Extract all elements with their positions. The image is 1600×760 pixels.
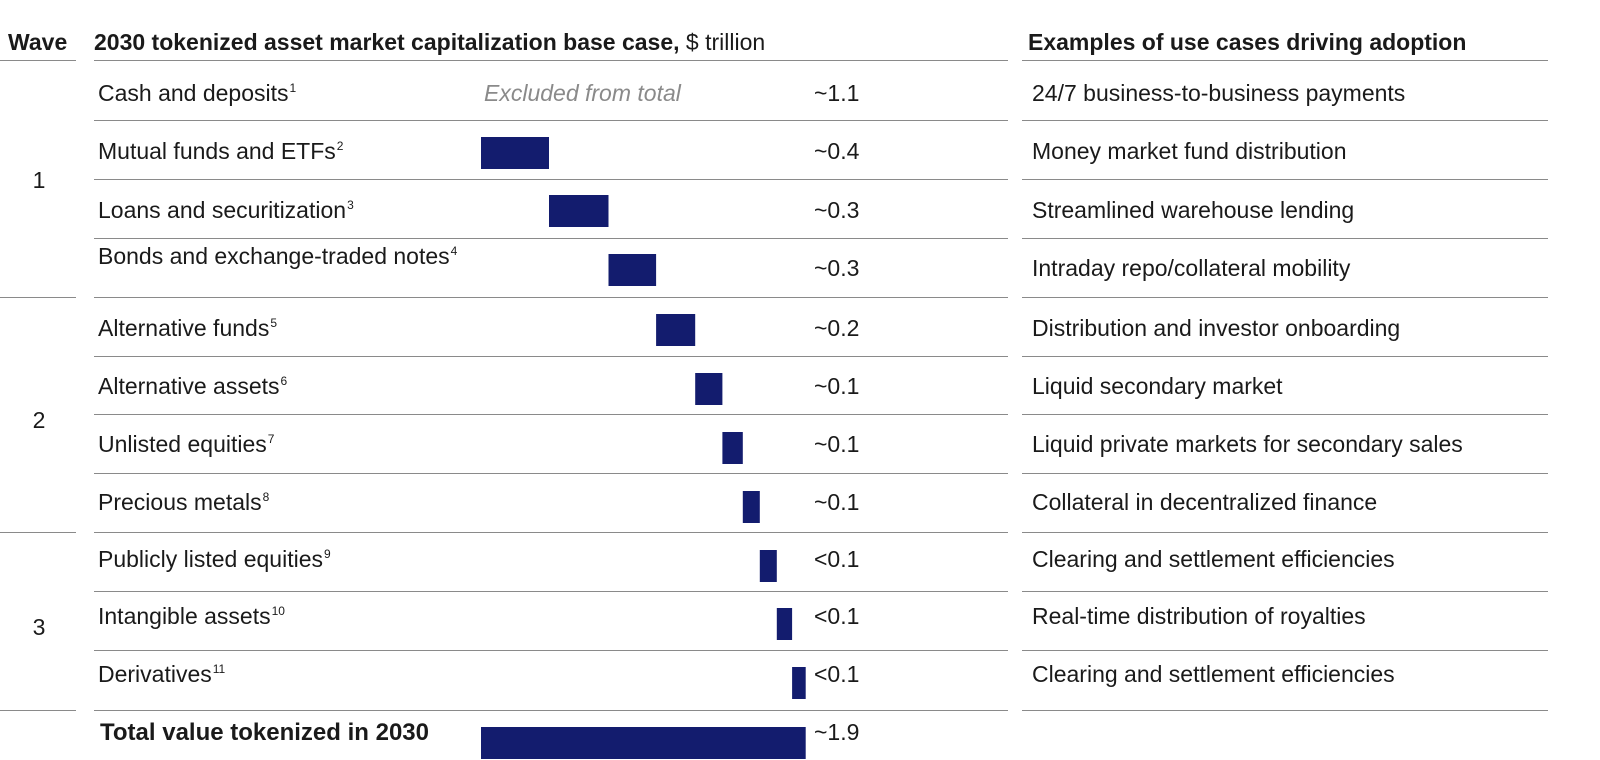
bar-alternative-assets	[695, 373, 723, 405]
use-case-divider	[1022, 297, 1548, 298]
chart-title-unit: $ trillion	[685, 29, 766, 55]
use-case: Liquid private markets for secondary sal…	[1032, 431, 1463, 457]
bar-loans-and-securitization	[549, 195, 609, 227]
value-label: ~1.1	[814, 80, 860, 106]
row-label-cash-deposits: Cash and deposits1	[98, 80, 297, 106]
wave-header: Wave	[8, 29, 68, 55]
value-label: <0.1	[814, 546, 860, 572]
row-divider	[94, 473, 1008, 474]
row-label-alt-assets: Alternative assets6	[98, 373, 288, 399]
use-case: Liquid secondary market	[1032, 373, 1283, 399]
wave-label-3: 3	[32, 614, 46, 640]
use-case-divider	[1022, 591, 1548, 592]
row-divider	[94, 179, 1008, 180]
row-divider	[94, 238, 1008, 239]
use-case-divider	[1022, 120, 1548, 121]
bar-derivatives	[792, 667, 806, 699]
use-case-divider	[1022, 710, 1548, 711]
wave-divider	[0, 532, 76, 533]
bar-publicly-listed-equities	[759, 550, 777, 582]
use-case-divider	[1022, 356, 1548, 357]
use-case: Clearing and settlement efficiencies	[1032, 546, 1395, 572]
value-label: <0.1	[814, 603, 860, 629]
use-case: Collateral in decentralized finance	[1032, 489, 1378, 515]
row-divider	[94, 532, 1008, 533]
bar-bonds-and-exchange-traded-notes	[608, 254, 657, 286]
use-cases-header: Examples of use cases driving adoption	[1028, 29, 1467, 55]
excluded-note: Excluded from total	[484, 80, 681, 106]
wave-label-2: 2	[32, 407, 46, 433]
use-case: Streamlined warehouse lending	[1032, 197, 1355, 223]
value-label: ~0.4	[814, 138, 860, 164]
value-label: ~0.3	[814, 255, 860, 281]
wave-divider	[0, 60, 76, 61]
value-label: ~0.2	[814, 315, 860, 341]
wave-label-1: 1	[32, 167, 46, 193]
use-case-divider	[1022, 179, 1548, 180]
use-case-divider	[1022, 238, 1548, 239]
use-case-divider	[1022, 473, 1548, 474]
row-label-intangible-assets: Intangible assets10	[98, 603, 285, 629]
row-divider	[94, 591, 1008, 592]
total-value: ~1.9	[814, 719, 860, 745]
value-label: ~0.3	[814, 197, 860, 223]
wave-divider	[0, 710, 76, 711]
chart-title-bold: 2030 tokenized asset market capitalizati…	[94, 29, 680, 55]
row-label-mutual-funds: Mutual funds and ETFs2	[98, 138, 344, 164]
use-case: Real-time distribution of royalties	[1032, 603, 1366, 629]
use-case: 24/7 business-to-business payments	[1032, 80, 1406, 106]
row-divider	[94, 356, 1008, 357]
value-label: ~0.1	[814, 489, 860, 515]
wave-divider	[0, 297, 76, 298]
bar-precious-metals	[742, 491, 760, 523]
value-label: <0.1	[814, 661, 860, 687]
total-label: Total value tokenized in 2030	[100, 719, 429, 746]
bar-alternative-funds	[656, 314, 696, 346]
use-case-divider	[1022, 414, 1548, 415]
row-label-unlisted-equities: Unlisted equities7	[98, 431, 275, 457]
row-divider	[94, 297, 1008, 298]
use-case: Money market fund distribution	[1032, 138, 1347, 164]
bar-total	[481, 727, 806, 759]
row-divider	[94, 414, 1008, 415]
row-label-derivatives: Derivatives11	[98, 661, 226, 687]
row-label-precious-metals: Precious metals8	[98, 489, 270, 515]
row-label-bonds: Bonds and exchange-traded notes4	[98, 243, 458, 269]
use-case-divider	[1022, 532, 1548, 533]
row-divider	[94, 710, 1008, 711]
use-case: Clearing and settlement efficiencies	[1032, 661, 1395, 687]
chart-title: 2030 tokenized asset market capitalizati…	[94, 29, 765, 56]
row-divider	[94, 650, 1008, 651]
bar-mutual-funds-and-etfs	[481, 137, 549, 169]
value-label: ~0.1	[814, 373, 860, 399]
use-case: Distribution and investor onboarding	[1032, 315, 1401, 341]
row-label-public-equities: Publicly listed equities9	[98, 546, 331, 572]
row-divider	[94, 60, 1008, 61]
use-case-divider	[1022, 60, 1548, 61]
row-divider	[94, 120, 1008, 121]
row-label-alt-funds: Alternative funds5	[98, 315, 278, 341]
use-case-divider	[1022, 650, 1548, 651]
value-label: ~0.1	[814, 431, 860, 457]
row-label-loans: Loans and securitization3	[98, 197, 354, 223]
bar-intangible-assets	[776, 608, 793, 640]
bar-unlisted-equities	[722, 432, 743, 464]
use-case: Intraday repo/collateral mobility	[1032, 255, 1351, 281]
